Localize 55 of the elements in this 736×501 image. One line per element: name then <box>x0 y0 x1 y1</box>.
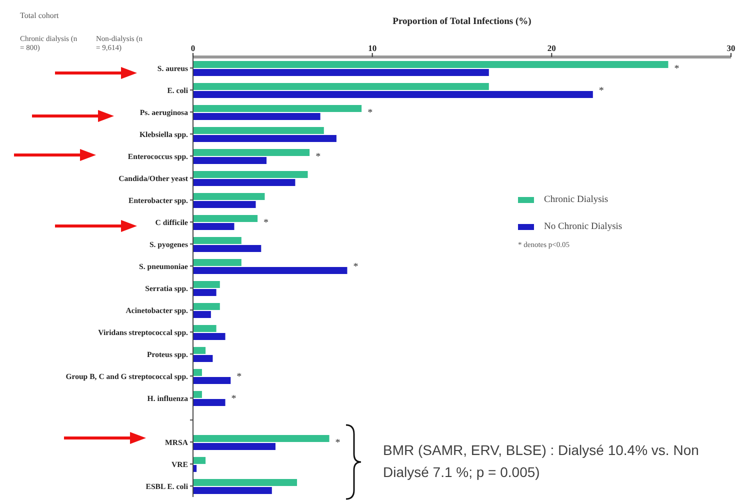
bar <box>193 280 220 288</box>
bar <box>193 178 296 186</box>
bar <box>193 170 308 178</box>
bar <box>193 134 336 142</box>
annotation: * <box>236 372 242 383</box>
bar <box>193 442 276 450</box>
x-tick-label: 30 <box>726 43 736 53</box>
bar <box>193 192 265 200</box>
x-axis-title: Proportion of Total Infections (%) <box>392 17 532 27</box>
bar <box>193 346 206 354</box>
annotation: * <box>335 438 340 449</box>
legend-label: No Chronic Dialysis <box>544 222 622 232</box>
annotation: * <box>353 262 358 273</box>
annotation: * <box>264 218 269 229</box>
bar <box>193 332 226 340</box>
bar <box>193 112 320 120</box>
bar <box>193 390 202 398</box>
bar <box>193 222 234 230</box>
bar <box>193 478 298 486</box>
x-tick-label: 20 <box>547 43 556 53</box>
x-tick-label: 0 <box>190 43 196 53</box>
bar <box>193 68 489 76</box>
bar <box>193 236 242 244</box>
annotation: * <box>316 152 321 163</box>
annotation: * <box>598 86 604 97</box>
bar <box>193 258 242 266</box>
bar <box>193 288 216 296</box>
annotation: * <box>368 108 373 119</box>
bar <box>193 60 668 68</box>
bar <box>193 156 267 164</box>
x-tick-label: 10 <box>368 43 377 53</box>
legend-label: Chronic Dialysis <box>544 194 608 204</box>
bar <box>193 354 213 362</box>
annotation: * <box>231 394 236 405</box>
bar <box>193 126 324 134</box>
bar <box>193 456 206 464</box>
bar <box>193 214 258 222</box>
bar <box>193 310 211 318</box>
annotation: BMR (SAMR, ERV, BLSE) : Dialysé 10.4% vs. Non Dialysé 7.1 %; p = 0.005) <box>383 441 700 482</box>
bar <box>193 266 348 274</box>
bar <box>193 244 262 252</box>
annotation: * <box>674 64 680 75</box>
bar <box>193 324 216 332</box>
bar <box>193 82 489 90</box>
bar <box>193 486 272 494</box>
bar <box>193 368 202 376</box>
bar <box>193 398 226 406</box>
bar <box>193 200 256 208</box>
bar <box>193 148 310 156</box>
bar <box>193 104 362 112</box>
bar <box>193 376 231 384</box>
text: Total cohort <box>20 11 60 20</box>
bar <box>193 302 220 310</box>
bar <box>193 90 593 98</box>
bar <box>193 434 330 442</box>
